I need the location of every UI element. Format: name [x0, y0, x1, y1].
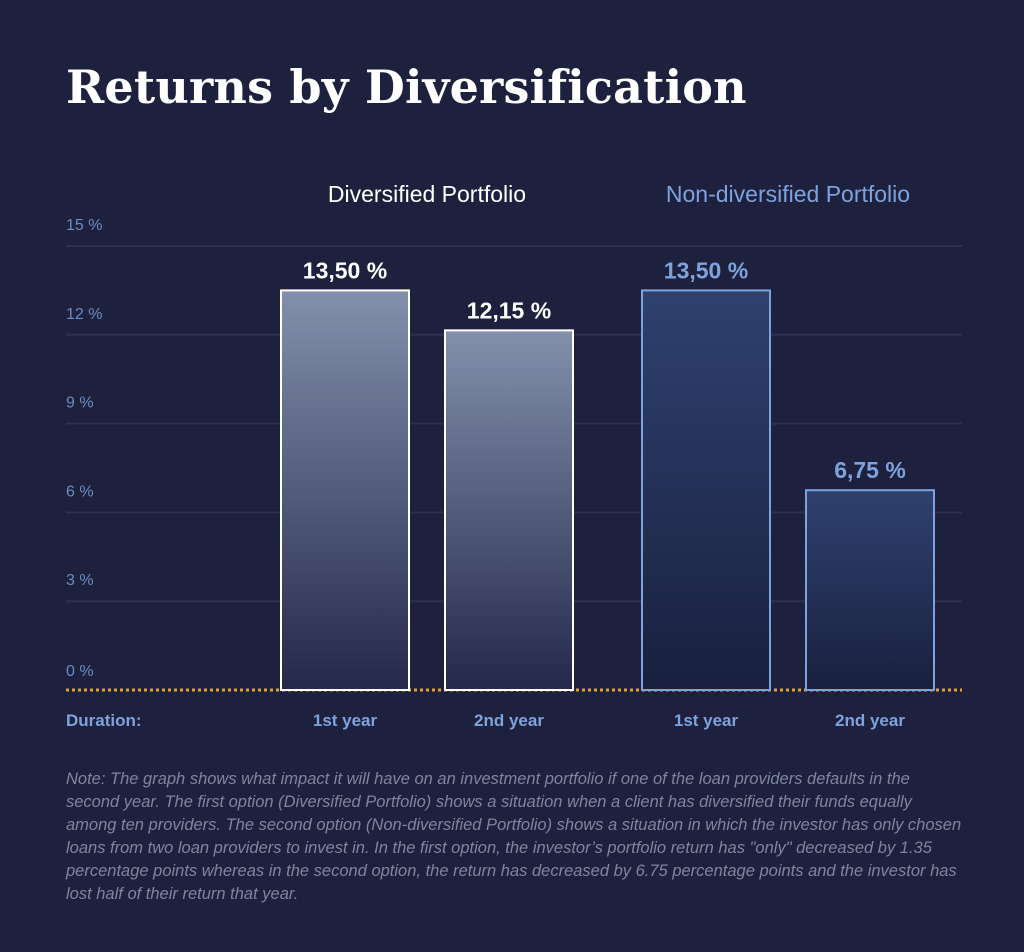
data-label: 13,50 % [303, 257, 387, 283]
bar-non-diversified-2 [805, 489, 935, 692]
chart-title: Returns by Diversification [66, 60, 747, 114]
y-tick-label: 3 % [66, 572, 94, 589]
x-tick-label: 1st year [674, 711, 739, 730]
bar-diversified-1 [280, 289, 410, 691]
x-tick-label: 2nd year [474, 711, 544, 730]
labels: 0 % 3 % 6 % 9 % 12 % 15 % 13,50 % 1st year 12,15… [66, 181, 910, 730]
x-axis-label: Duration: [66, 711, 142, 730]
y-tick-label: 6 % [66, 483, 94, 500]
legend-non-diversified: Non-diversified Portfolio [666, 181, 910, 207]
data-label: 6,75 % [834, 457, 906, 483]
x-tick-label: 2nd year [835, 711, 905, 730]
legend-diversified: Diversified Portfolio [328, 181, 526, 207]
data-label: 12,15 % [467, 297, 551, 323]
bars [280, 289, 935, 692]
y-tick-label: 15 % [66, 217, 102, 234]
y-tick-label: 12 % [66, 306, 102, 323]
bar-non-diversified-1 [641, 289, 771, 691]
bar-chart: 0 % 3 % 6 % 9 % 12 % 15 % 13,50 % 1st year 12,15… [66, 181, 962, 730]
y-tick-label: 9 % [66, 395, 94, 412]
x-tick-label: 1st year [313, 711, 378, 730]
bar-diversified-2 [444, 329, 574, 691]
chart-note: Note: The graph shows what impact it wil… [66, 770, 962, 903]
y-tick-label: 0 % [66, 663, 94, 680]
data-label: 13,50 % [664, 257, 748, 283]
